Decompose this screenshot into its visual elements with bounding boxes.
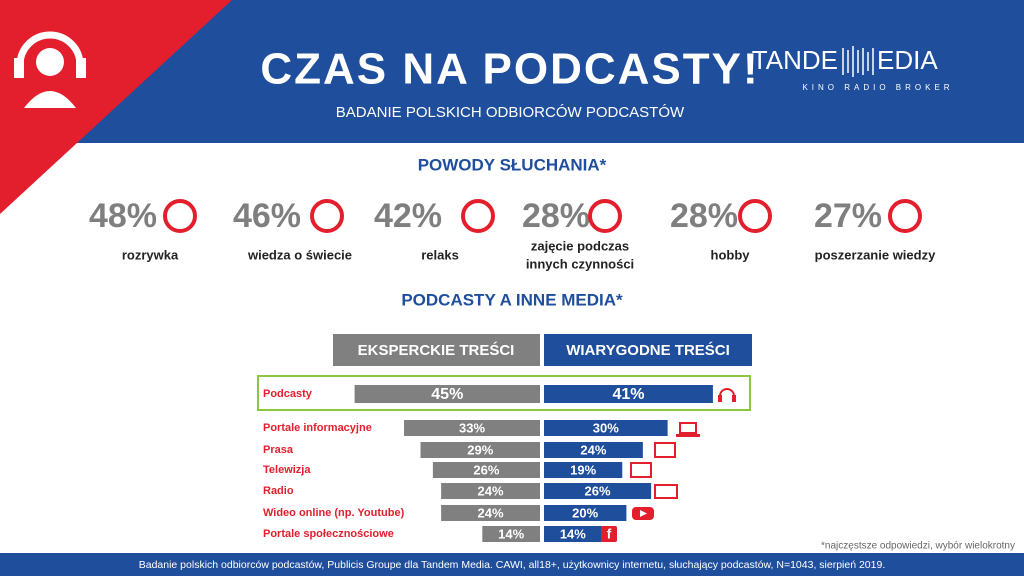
logo-right: EDIA — [877, 45, 938, 75]
value-label: 33% — [459, 420, 485, 435]
value-label: 24% — [580, 442, 606, 457]
reason-label: relaks — [421, 247, 459, 262]
bar — [544, 483, 652, 499]
reasons: 48% rozrywka 46% wiedza o świecie 42% relaks 2… — [89, 197, 936, 271]
reason-icon — [310, 199, 344, 233]
value-label: 14% — [560, 526, 586, 541]
category-label: Wideo online (np. Youtube) — [263, 507, 405, 519]
reason-icon — [461, 199, 495, 233]
bar — [441, 505, 540, 521]
subtitle: BADANIE POLSKICH ODBIORCÓW PODCASTÓW — [336, 104, 685, 121]
reason-label: rozrywka — [122, 247, 179, 262]
value-label: 24% — [478, 483, 504, 498]
reason-icon — [888, 199, 922, 233]
category-label: Prasa — [263, 444, 294, 456]
reason-icon — [163, 199, 197, 233]
logo-bars — [842, 46, 874, 77]
media-icons: f — [601, 388, 736, 542]
highlight-frame — [257, 375, 751, 411]
category-label: Radio — [263, 485, 294, 497]
logo-tagline: KINO RADIO BROKER — [802, 83, 953, 92]
category-label: Podcasty — [263, 388, 313, 400]
reason-label: hobby — [711, 247, 751, 262]
reason-value: 28% — [522, 197, 590, 235]
svg-text:f: f — [607, 526, 612, 542]
bar — [544, 462, 623, 478]
bar — [354, 385, 540, 403]
chart-title: PODCASTY A INNE MEDIA* — [401, 290, 623, 309]
reason-value: 46% — [233, 197, 301, 235]
reason-value: 48% — [89, 197, 157, 235]
value-label: 41% — [612, 386, 644, 403]
value-label: 14% — [498, 526, 524, 541]
legend-label: WIARYGODNE TREŚCI — [566, 341, 730, 359]
bar — [544, 420, 668, 436]
legend-label: EKSPERCKIE TREŚCI — [358, 341, 515, 359]
reason-label: wiedza o świecie — [247, 247, 352, 262]
bar — [482, 526, 540, 542]
legend-box — [544, 334, 752, 366]
reason-label: innych czynności — [526, 256, 634, 271]
reason-value: 42% — [374, 197, 442, 235]
reason-label: poszerzanie wiedzy — [815, 247, 936, 262]
reason-icon — [738, 199, 772, 233]
value-label: 24% — [478, 505, 504, 520]
bar — [404, 420, 540, 436]
headphones-icon — [14, 31, 86, 108]
bar — [432, 462, 540, 478]
category-label: Portale społecznościowe — [263, 528, 394, 540]
value-label: 19% — [570, 462, 596, 477]
reason-value: 28% — [670, 197, 738, 235]
bar — [544, 505, 627, 521]
value-label: 45% — [431, 386, 463, 403]
reasons-title: POWODY SŁUCHANIA* — [418, 155, 607, 174]
value-label: 29% — [467, 442, 493, 457]
reason-label: zajęcie podczas — [531, 238, 629, 253]
legend-box — [333, 334, 540, 366]
value-label: 30% — [593, 420, 619, 435]
category-label: Telewizja — [263, 464, 311, 476]
footer: Badanie polskich odbiorców podcastów, Pu… — [139, 559, 886, 571]
reason-icon — [588, 199, 622, 233]
bar — [544, 385, 713, 403]
bar — [544, 442, 643, 458]
bar — [420, 442, 540, 458]
bar — [544, 526, 602, 542]
butterfly-chart: EKSPERCKIE TREŚCI WIARYGODNE TREŚCI Podcas… — [263, 334, 752, 542]
value-label: 20% — [572, 505, 598, 520]
logo-left: TANDE — [752, 45, 838, 75]
category-label: Portale informacyjne — [263, 422, 372, 434]
bar — [441, 483, 540, 499]
title: CZAS NA PODCASTY! — [260, 45, 759, 94]
value-label: 26% — [585, 483, 611, 498]
reason-value: 27% — [814, 197, 882, 235]
footnote: *najczęstsze odpowiedzi, wybór wielokrot… — [821, 541, 1015, 552]
value-label: 26% — [473, 462, 499, 477]
footer-band — [0, 553, 1024, 576]
